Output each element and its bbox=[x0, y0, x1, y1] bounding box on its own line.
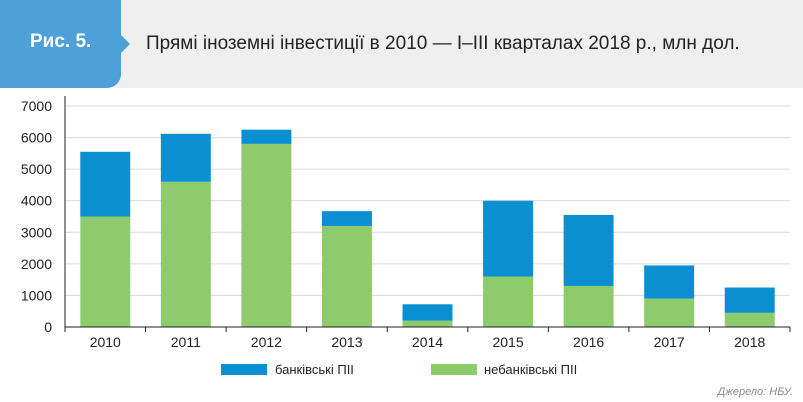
legend-swatch-bank bbox=[221, 364, 267, 375]
chart-header: Рис. 5. Прямі іноземні інвестиції в 2010… bbox=[0, 0, 803, 88]
x-tick-label: 2015 bbox=[492, 334, 523, 350]
y-tick-label: 6000 bbox=[21, 130, 52, 146]
x-tick-label: 2017 bbox=[654, 334, 685, 350]
figure-label: Рис. 5. bbox=[30, 31, 92, 52]
x-tick-label: 2016 bbox=[573, 334, 604, 350]
badge-arrow-icon bbox=[121, 35, 130, 53]
bar-nonbank bbox=[644, 298, 695, 327]
bar-nonbank bbox=[321, 225, 372, 327]
bar-bank bbox=[321, 211, 372, 226]
y-tick-label: 7000 bbox=[21, 98, 52, 114]
bar-nonbank bbox=[483, 276, 534, 327]
y-tick-label: 0 bbox=[44, 319, 52, 335]
x-tick-label: 2011 bbox=[171, 334, 201, 350]
x-tick-label: 2012 bbox=[251, 334, 282, 350]
bar-bank bbox=[724, 287, 775, 313]
legend-label-bank: банківські ПІІ bbox=[275, 362, 354, 377]
figure-badge: Рис. 5. bbox=[0, 0, 121, 88]
bar-nonbank bbox=[402, 320, 453, 327]
source-note: Джерело: НБУ. bbox=[717, 386, 793, 398]
bar-nonbank bbox=[241, 143, 292, 327]
stacked-bar-chart: 0 1000 2000 3000 4000 5000 6000 7000 2010 2011 201… bbox=[21, 96, 791, 377]
y-tick-label: 2000 bbox=[21, 256, 52, 272]
y-tick-label: 5000 bbox=[21, 161, 52, 177]
legend-swatch-nonbank bbox=[431, 364, 477, 375]
bar-bank bbox=[402, 304, 453, 321]
y-tick-label: 4000 bbox=[21, 193, 52, 209]
bar-bank bbox=[160, 133, 211, 182]
bar-bank bbox=[483, 200, 534, 277]
bar-bank bbox=[80, 151, 131, 217]
x-tick-label: 2010 bbox=[90, 334, 121, 350]
bar-nonbank bbox=[724, 312, 775, 327]
legend-label-nonbank: небанківські ПІІ bbox=[484, 362, 577, 377]
y-tick-label: 1000 bbox=[21, 287, 52, 303]
bar-bank bbox=[241, 129, 292, 144]
bar-nonbank bbox=[80, 216, 131, 327]
bar-nonbank bbox=[160, 181, 211, 327]
x-tick-label: 2013 bbox=[331, 334, 362, 350]
chart-title: Прямі іноземні інвестиції в 2010 — I–III… bbox=[146, 33, 740, 54]
bar-bank bbox=[644, 265, 695, 299]
y-tick-label: 3000 bbox=[21, 224, 52, 240]
x-tick-label: 2014 bbox=[412, 334, 443, 350]
bar-nonbank bbox=[563, 285, 614, 327]
x-tick-label: 2018 bbox=[734, 334, 765, 350]
bar-bank bbox=[563, 214, 614, 286]
